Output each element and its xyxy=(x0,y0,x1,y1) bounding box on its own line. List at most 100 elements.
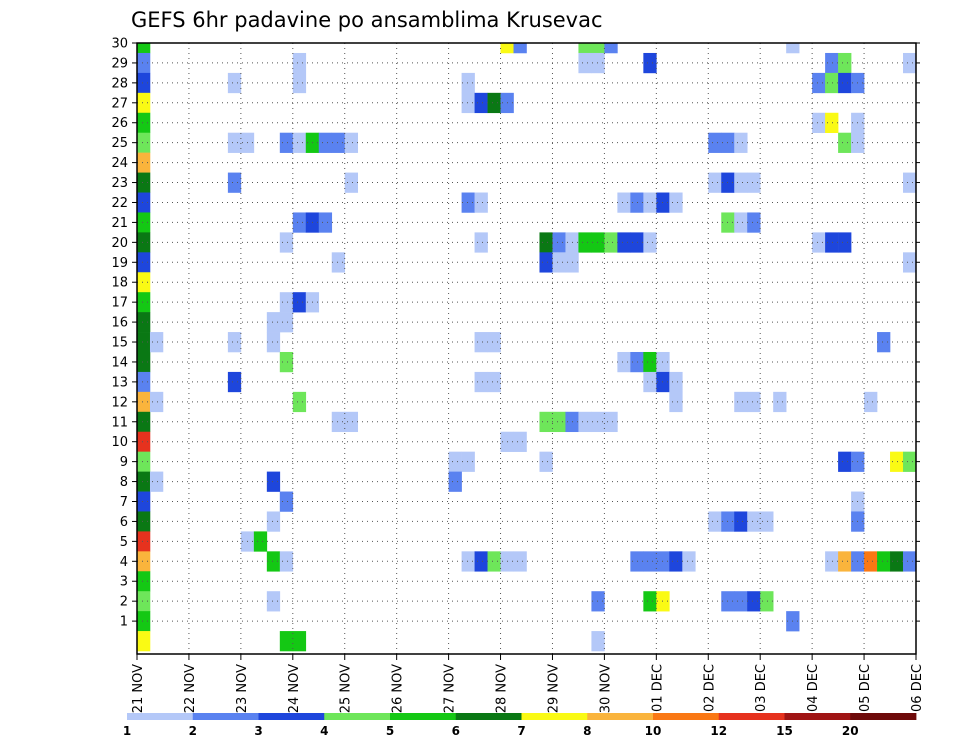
heatmap-cell xyxy=(318,132,333,153)
heatmap-cell xyxy=(708,172,722,193)
y-tick-label: 8 xyxy=(120,475,128,490)
heatmap-cell xyxy=(137,571,151,592)
heatmap-cell xyxy=(708,511,722,532)
heatmap-cell xyxy=(279,491,294,512)
x-tick-label: 04 DEC xyxy=(806,664,821,712)
y-tick-label: 22 xyxy=(111,196,128,211)
heatmap-cell xyxy=(279,292,294,313)
heatmap-cell xyxy=(669,371,683,393)
heatmap-cell xyxy=(137,332,151,353)
heatmap-cell xyxy=(760,591,774,612)
y-tick-label: 7 xyxy=(120,495,128,510)
heatmap-cell xyxy=(137,212,151,233)
heatmap-cell xyxy=(137,252,151,273)
heatmap-cell xyxy=(279,132,294,153)
colorbar-label: 8 xyxy=(583,724,591,738)
heatmap-cell xyxy=(137,351,151,373)
heatmap-cell xyxy=(539,232,553,253)
heatmap-cell xyxy=(903,451,917,472)
colorbar-label: 6 xyxy=(452,724,460,738)
heatmap-cell xyxy=(137,92,151,114)
y-tick-label: 4 xyxy=(120,555,128,570)
x-tick-label: 03 DEC xyxy=(754,664,769,712)
colorbar-label: 7 xyxy=(517,724,525,738)
heatmap-cell xyxy=(812,232,826,253)
y-tick-label: 30 xyxy=(111,37,128,52)
heatmap-cell xyxy=(643,371,657,393)
heatmap-cell xyxy=(825,52,839,74)
heatmap-cell xyxy=(487,371,501,393)
heatmap-cell xyxy=(838,232,852,253)
colorbar-segment xyxy=(521,713,588,720)
colorbar-label: 3 xyxy=(254,724,262,738)
heatmap-cell xyxy=(461,72,475,94)
heatmap-cell xyxy=(591,591,605,612)
heatmap-cell xyxy=(137,192,151,213)
y-tick-label: 9 xyxy=(120,455,128,470)
heatmap-cell xyxy=(591,631,605,652)
heatmap-cell xyxy=(487,332,501,353)
x-tick-label: 30 NOV xyxy=(598,664,613,713)
colorbar-segment xyxy=(390,713,457,720)
colorbar-label: 1 xyxy=(123,724,131,738)
heatmap-cell xyxy=(747,172,761,193)
heatmap-cell xyxy=(137,531,151,552)
colorbar-label: 10 xyxy=(645,724,662,738)
heatmap-cell xyxy=(578,43,592,54)
heatmap-cell xyxy=(617,192,631,213)
heatmap-cell xyxy=(812,112,826,134)
heatmap-cell xyxy=(539,252,553,273)
heatmap-cell xyxy=(643,52,657,74)
y-tick-label: 5 xyxy=(120,535,128,550)
colorbar-label: 12 xyxy=(710,724,727,738)
heatmap-cell xyxy=(227,371,242,393)
heatmap-cell xyxy=(137,112,151,134)
heatmap-cell xyxy=(474,332,488,353)
heatmap-cell xyxy=(890,551,904,572)
heatmap-cell xyxy=(552,252,566,273)
x-tick-label: 23 NOV xyxy=(235,664,250,713)
colorbar-segment xyxy=(258,713,325,720)
x-tick-label: 06 DEC xyxy=(910,664,925,712)
x-tick-label: 05 DEC xyxy=(858,664,873,712)
x-tick-label: 29 NOV xyxy=(546,664,561,713)
heatmap-cell xyxy=(448,451,462,472)
y-tick-label: 16 xyxy=(111,316,128,331)
x-tick-label: 24 NOV xyxy=(287,664,302,713)
heatmap-cell xyxy=(812,72,826,94)
heatmap-cell xyxy=(838,551,852,572)
heatmap-cell xyxy=(292,52,307,74)
heatmap-cell xyxy=(864,391,878,413)
heatmap-cell xyxy=(227,132,242,153)
x-tick-label: 28 NOV xyxy=(495,664,510,713)
heatmap-cell xyxy=(292,212,307,233)
x-axis: 21 NOV 22 NOV 23 NOV 24 NOV 25 NOV 26 NOV 27 N… xyxy=(131,654,925,713)
heatmap-cell xyxy=(591,43,605,54)
y-tick-label: 14 xyxy=(111,355,128,370)
y-tick-label: 19 xyxy=(111,256,128,271)
heatmap-cell xyxy=(617,351,631,373)
heatmap-cell xyxy=(734,132,748,153)
heatmap-cell xyxy=(604,232,618,253)
heatmap-cell xyxy=(838,52,852,74)
y-tick-label: 29 xyxy=(111,56,128,71)
heatmap-cell xyxy=(253,531,268,552)
heatmap-cell xyxy=(591,52,605,74)
colorbar: 1 2 3 4 5 6 7 8 10 12 15 20 xyxy=(123,713,917,738)
y-tick-label: 12 xyxy=(111,395,128,410)
heatmap-cell xyxy=(760,511,774,532)
colorbar-label: 4 xyxy=(320,724,328,738)
x-tick-label: 26 NOV xyxy=(391,664,406,713)
heatmap-cell xyxy=(137,272,151,293)
heatmap-cell xyxy=(331,411,346,433)
y-tick-label: 3 xyxy=(120,575,128,590)
heatmap-cell xyxy=(838,72,852,94)
heatmap-cell xyxy=(825,112,839,134)
heatmap-cell xyxy=(864,551,878,572)
heatmap-cell xyxy=(149,332,164,353)
y-tick-label: 24 xyxy=(111,156,128,171)
y-tick-label: 28 xyxy=(111,76,128,91)
heatmap-cell xyxy=(747,391,761,413)
colorbar-label: 2 xyxy=(189,724,197,738)
